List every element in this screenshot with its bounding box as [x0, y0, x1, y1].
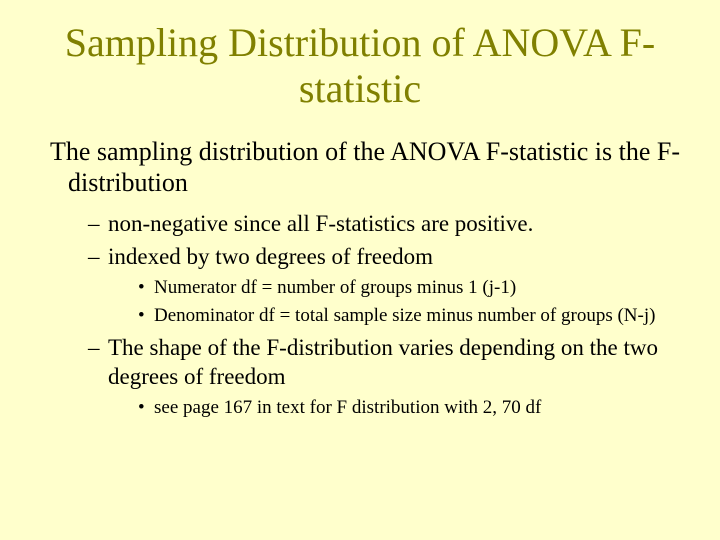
list-item: Denominator df = total sample size minus… [138, 304, 680, 329]
bullet-list-level2: Numerator df = number of groups minus 1 … [138, 276, 680, 328]
bullet-text: see page 167 in text for F distribution … [154, 397, 541, 418]
bullet-text: non-negative since all F-statistics are … [108, 211, 533, 236]
intro-text: The sampling distribution of the ANOVA F… [50, 136, 680, 198]
bullet-list-level2: see page 167 in text for F distribution … [138, 396, 680, 421]
list-item: indexed by two degrees of freedom Numera… [88, 243, 680, 328]
list-item: The shape of the F-distribution varies d… [88, 334, 680, 420]
bullet-text: Numerator df = number of groups minus 1 … [154, 277, 516, 298]
list-item: see page 167 in text for F distribution … [138, 396, 680, 421]
bullet-text: indexed by two degrees of freedom [108, 244, 433, 269]
list-item: non-negative since all F-statistics are … [88, 210, 680, 239]
slide-title: Sampling Distribution of ANOVA F-statist… [40, 20, 680, 112]
list-item: Numerator df = number of groups minus 1 … [138, 276, 680, 301]
bullet-list-level1: non-negative since all F-statistics are … [88, 210, 680, 420]
bullet-text: Denominator df = total sample size minus… [154, 305, 655, 326]
bullet-text: The shape of the F-distribution varies d… [108, 335, 658, 389]
